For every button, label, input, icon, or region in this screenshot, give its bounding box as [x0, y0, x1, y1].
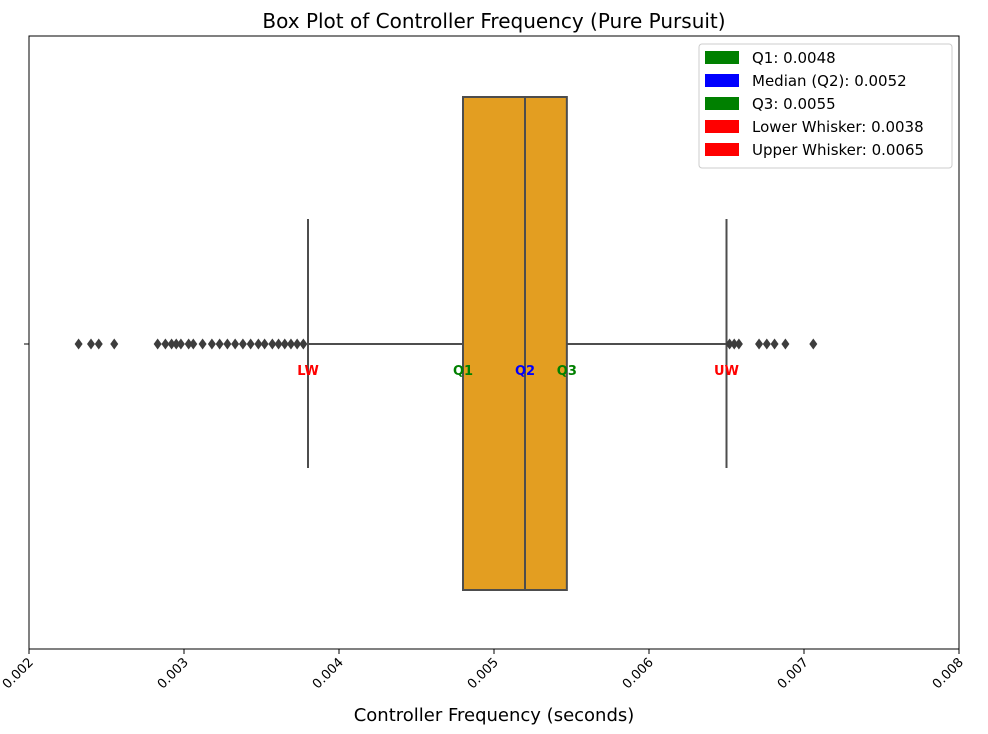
x-tick-label: 0.005	[465, 655, 502, 692]
outlier-point	[781, 338, 790, 350]
x-tick-label: 0.003	[155, 655, 192, 692]
outlier-point	[94, 338, 103, 350]
legend-swatch	[705, 97, 739, 110]
marker-label-lw: LW	[297, 364, 319, 379]
marker-label-q1: Q1	[453, 364, 473, 379]
outlier-point	[189, 338, 198, 350]
marker-label-q2: Q2	[515, 364, 535, 379]
outlier-point	[215, 338, 224, 350]
outlier-point	[274, 338, 283, 350]
legend-entry-label: Upper Whisker: 0.0065	[752, 141, 924, 159]
legend-entry-label: Q1: 0.0048	[752, 49, 836, 67]
outlier-point	[299, 338, 308, 350]
outlier-point	[286, 338, 295, 350]
x-tick-label: 0.007	[775, 655, 812, 692]
outlier-point	[734, 338, 743, 350]
outlier-point	[87, 338, 95, 350]
outlier-point	[280, 338, 289, 350]
legend-box	[698, 43, 953, 169]
outlier-point	[153, 338, 162, 350]
x-axis-label: Controller Frequency (seconds)	[354, 705, 635, 726]
outlier-point	[246, 338, 255, 350]
outlier-point	[770, 338, 779, 350]
outlier-point	[161, 338, 170, 350]
outlier-point	[172, 338, 181, 350]
x-tick-label: 0.008	[930, 655, 967, 692]
x-tick-label: 0.006	[620, 655, 657, 692]
outlier-point	[254, 338, 263, 350]
outlier-point	[755, 338, 764, 350]
outlier-point	[74, 338, 83, 350]
x-tick-label: 0.002	[0, 655, 37, 692]
outlier-point	[762, 338, 771, 350]
legend-swatch	[705, 143, 739, 156]
outlier-point	[198, 338, 207, 350]
outlier-point	[207, 338, 216, 350]
outlier-point	[176, 338, 185, 350]
outlier-point	[260, 338, 269, 350]
legend-entry-label: Q3: 0.0055	[752, 95, 836, 113]
x-tick-label: 0.004	[310, 655, 347, 692]
outlier-point	[184, 338, 193, 350]
iqr-box	[462, 96, 568, 591]
marker-label-q3: Q3	[557, 364, 577, 379]
outlier-point	[223, 338, 232, 350]
plot-area: LW Q1 Q2 Q3 UW	[74, 96, 818, 591]
legend-swatch	[705, 120, 739, 133]
outlier-point	[725, 338, 734, 350]
outlier-point	[293, 338, 302, 350]
chart-title: Box Plot of Controller Frequency (Pure P…	[262, 9, 725, 33]
x-axis-ticks: 0.002 0.003 0.004 0.005 0.006 0.007 0.008	[0, 649, 967, 692]
legend: Q1: 0.0048 Median (Q2): 0.0052 Q3: 0.0055 L…	[698, 43, 953, 169]
outlier-point	[730, 338, 739, 350]
outlier-point	[809, 338, 818, 350]
legend-entry-label: Median (Q2): 0.0052	[752, 72, 907, 90]
outlier-point	[268, 338, 277, 350]
outlier-point	[231, 338, 240, 350]
outlier-point	[110, 338, 119, 350]
legend-swatch	[705, 74, 739, 87]
legend-swatch	[705, 51, 739, 64]
marker-label-uw: UW	[714, 364, 739, 379]
legend-entry-label: Lower Whisker: 0.0038	[752, 118, 924, 136]
outlier-point	[238, 338, 247, 350]
outlier-point	[167, 338, 176, 350]
